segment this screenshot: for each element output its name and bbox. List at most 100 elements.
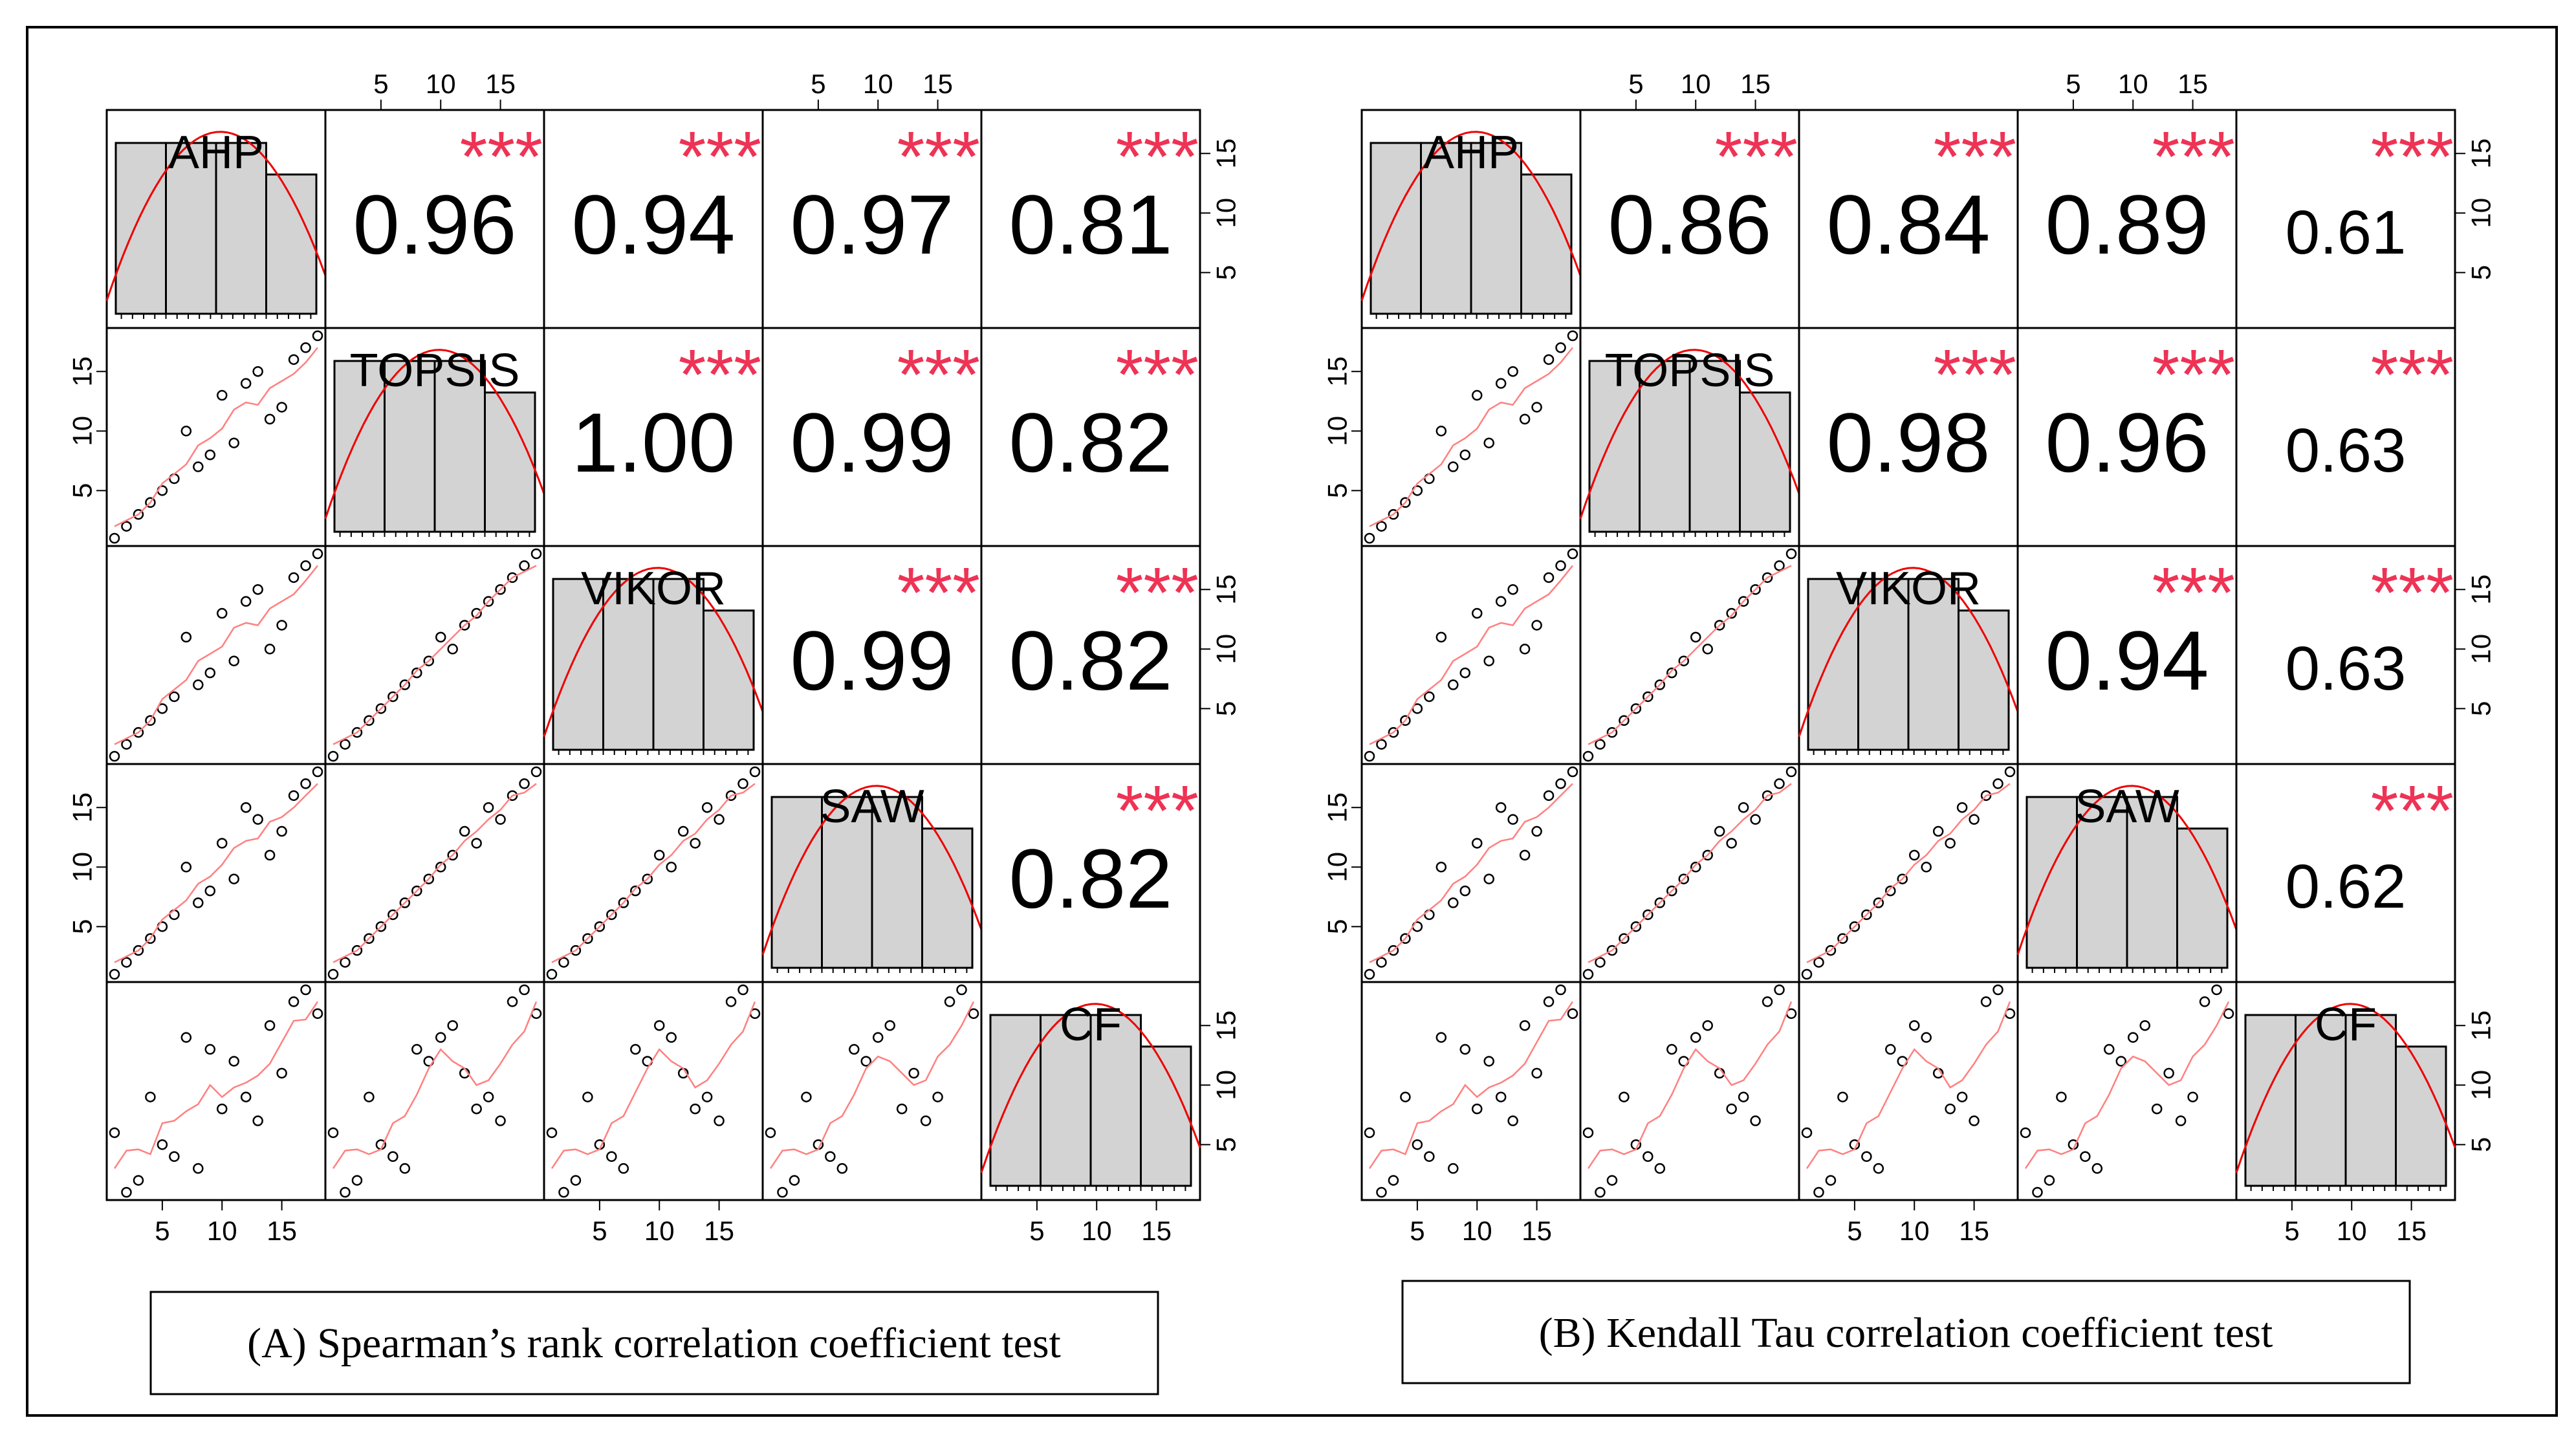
scatter-point <box>1448 679 1459 690</box>
scatter-point <box>1531 825 1542 837</box>
scatter-point <box>1582 968 1594 980</box>
correlation-value: 0.63 <box>2286 634 2407 703</box>
scatter-point <box>1543 354 1555 366</box>
scatter-point <box>1956 1091 1968 1102</box>
scatter-point <box>1364 750 1375 762</box>
scatter-point <box>1471 838 1483 849</box>
scatter-point <box>240 1091 252 1102</box>
scatter-point <box>204 1043 216 1055</box>
scatter-point <box>1483 1056 1494 1067</box>
scatter-point <box>1448 897 1459 908</box>
axis-tick-label-right: 5 <box>1211 701 1241 716</box>
axis-tick-label-bottom: 10 <box>207 1216 237 1246</box>
histogram-bar <box>1907 578 1959 751</box>
scatter-point <box>169 691 180 703</box>
scatter-point <box>1364 968 1375 980</box>
axis-tick-label-top: 10 <box>2118 69 2148 99</box>
scatter-point <box>1495 1091 1507 1102</box>
scatter-point <box>1702 849 1713 861</box>
scatter-point <box>1582 750 1594 762</box>
axis-tick-label-right: 10 <box>2466 1070 2496 1100</box>
histogram-bar <box>433 360 486 533</box>
scatter-point <box>558 1186 569 1198</box>
variable-label: VIKOR <box>581 563 726 615</box>
scatter-point <box>2020 1127 2031 1139</box>
scatter-point <box>228 873 239 884</box>
scatter-point <box>387 1151 398 1163</box>
scatter-point <box>1507 366 1518 377</box>
scatter-point <box>471 1103 482 1115</box>
scatter-point <box>1921 862 1932 873</box>
scatter-point <box>606 1151 617 1163</box>
scatter-point <box>1424 1151 1435 1163</box>
smooth-line <box>1368 1001 1574 1169</box>
scatter-point <box>1980 790 1992 802</box>
scatter-point <box>340 957 351 968</box>
density-curve <box>543 567 764 737</box>
scatter-point <box>1969 1115 1980 1126</box>
scatter-point <box>1531 402 1542 413</box>
scatter-point <box>145 1091 156 1102</box>
scatter-point <box>1861 909 1872 921</box>
scatter-point <box>1825 945 1837 956</box>
scatter-point <box>264 1020 276 1031</box>
scatter-point <box>204 667 216 679</box>
density-curve <box>1579 349 1800 519</box>
significance-stars: *** <box>897 117 980 197</box>
histogram-bar <box>2126 796 2178 969</box>
scatter-point <box>1555 778 1566 789</box>
scatter-point <box>300 342 311 353</box>
scatter-point <box>690 1103 701 1115</box>
scatter-point <box>1606 1175 1618 1186</box>
scatter-point <box>836 1163 848 1174</box>
smooth-line <box>113 1001 319 1169</box>
axis-tick-label-top: 5 <box>373 69 388 99</box>
scatter-point <box>133 726 144 738</box>
scatter-point <box>1400 497 1411 508</box>
axis-tick-label-right: 10 <box>1211 634 1241 664</box>
axis-tick-label-right: 15 <box>2466 1010 2496 1041</box>
correlation-value: 0.82 <box>1009 831 1172 926</box>
scatter-point <box>387 909 398 921</box>
scatter-point <box>133 945 144 956</box>
correlation-value: 0.82 <box>1009 395 1172 490</box>
panel-frame <box>980 981 1201 1201</box>
scatter-point <box>351 1175 363 1186</box>
scatter-point <box>1531 620 1542 631</box>
scatter-point <box>1448 461 1459 472</box>
scatter-point <box>2127 1032 2139 1043</box>
scatter-point <box>630 1043 641 1055</box>
scatter-point <box>1619 1091 1630 1102</box>
scatter-point <box>1726 1103 1737 1115</box>
smooth-line <box>1588 565 1792 745</box>
variable-label: AHP <box>168 127 264 179</box>
correlation-value: 0.98 <box>1826 395 1990 490</box>
scatter-point <box>1531 1067 1542 1079</box>
scatter-point <box>1801 968 1813 980</box>
axis-tick-label-bottom: 5 <box>155 1216 169 1246</box>
scatter-point <box>1738 802 1749 813</box>
axis-tick-label-right: 15 <box>1211 138 1241 169</box>
scatter-point <box>1980 996 1992 1007</box>
scatter-point <box>216 838 228 849</box>
scatter-point <box>570 945 582 956</box>
scatter-point <box>1750 1115 1761 1126</box>
significance-stars: *** <box>679 117 761 197</box>
scatter-point <box>276 1067 287 1079</box>
scatter-point <box>570 1175 582 1186</box>
smooth-line <box>769 1001 975 1169</box>
scatter-point <box>1837 933 1848 945</box>
significance-stars: *** <box>897 553 980 633</box>
scatter-point <box>944 996 955 1007</box>
density-curve <box>105 131 327 301</box>
scatter-point <box>2004 766 2016 778</box>
scatter-point <box>276 402 287 413</box>
axis-tick-label-top: 15 <box>1740 69 1771 99</box>
histogram-bar <box>871 796 923 969</box>
scatter-point <box>264 644 276 655</box>
scatter-point <box>364 933 375 945</box>
scatter-point <box>1762 572 1773 584</box>
scatter-point <box>252 584 263 595</box>
scatter-point <box>677 825 689 837</box>
histogram-bar <box>333 360 386 533</box>
